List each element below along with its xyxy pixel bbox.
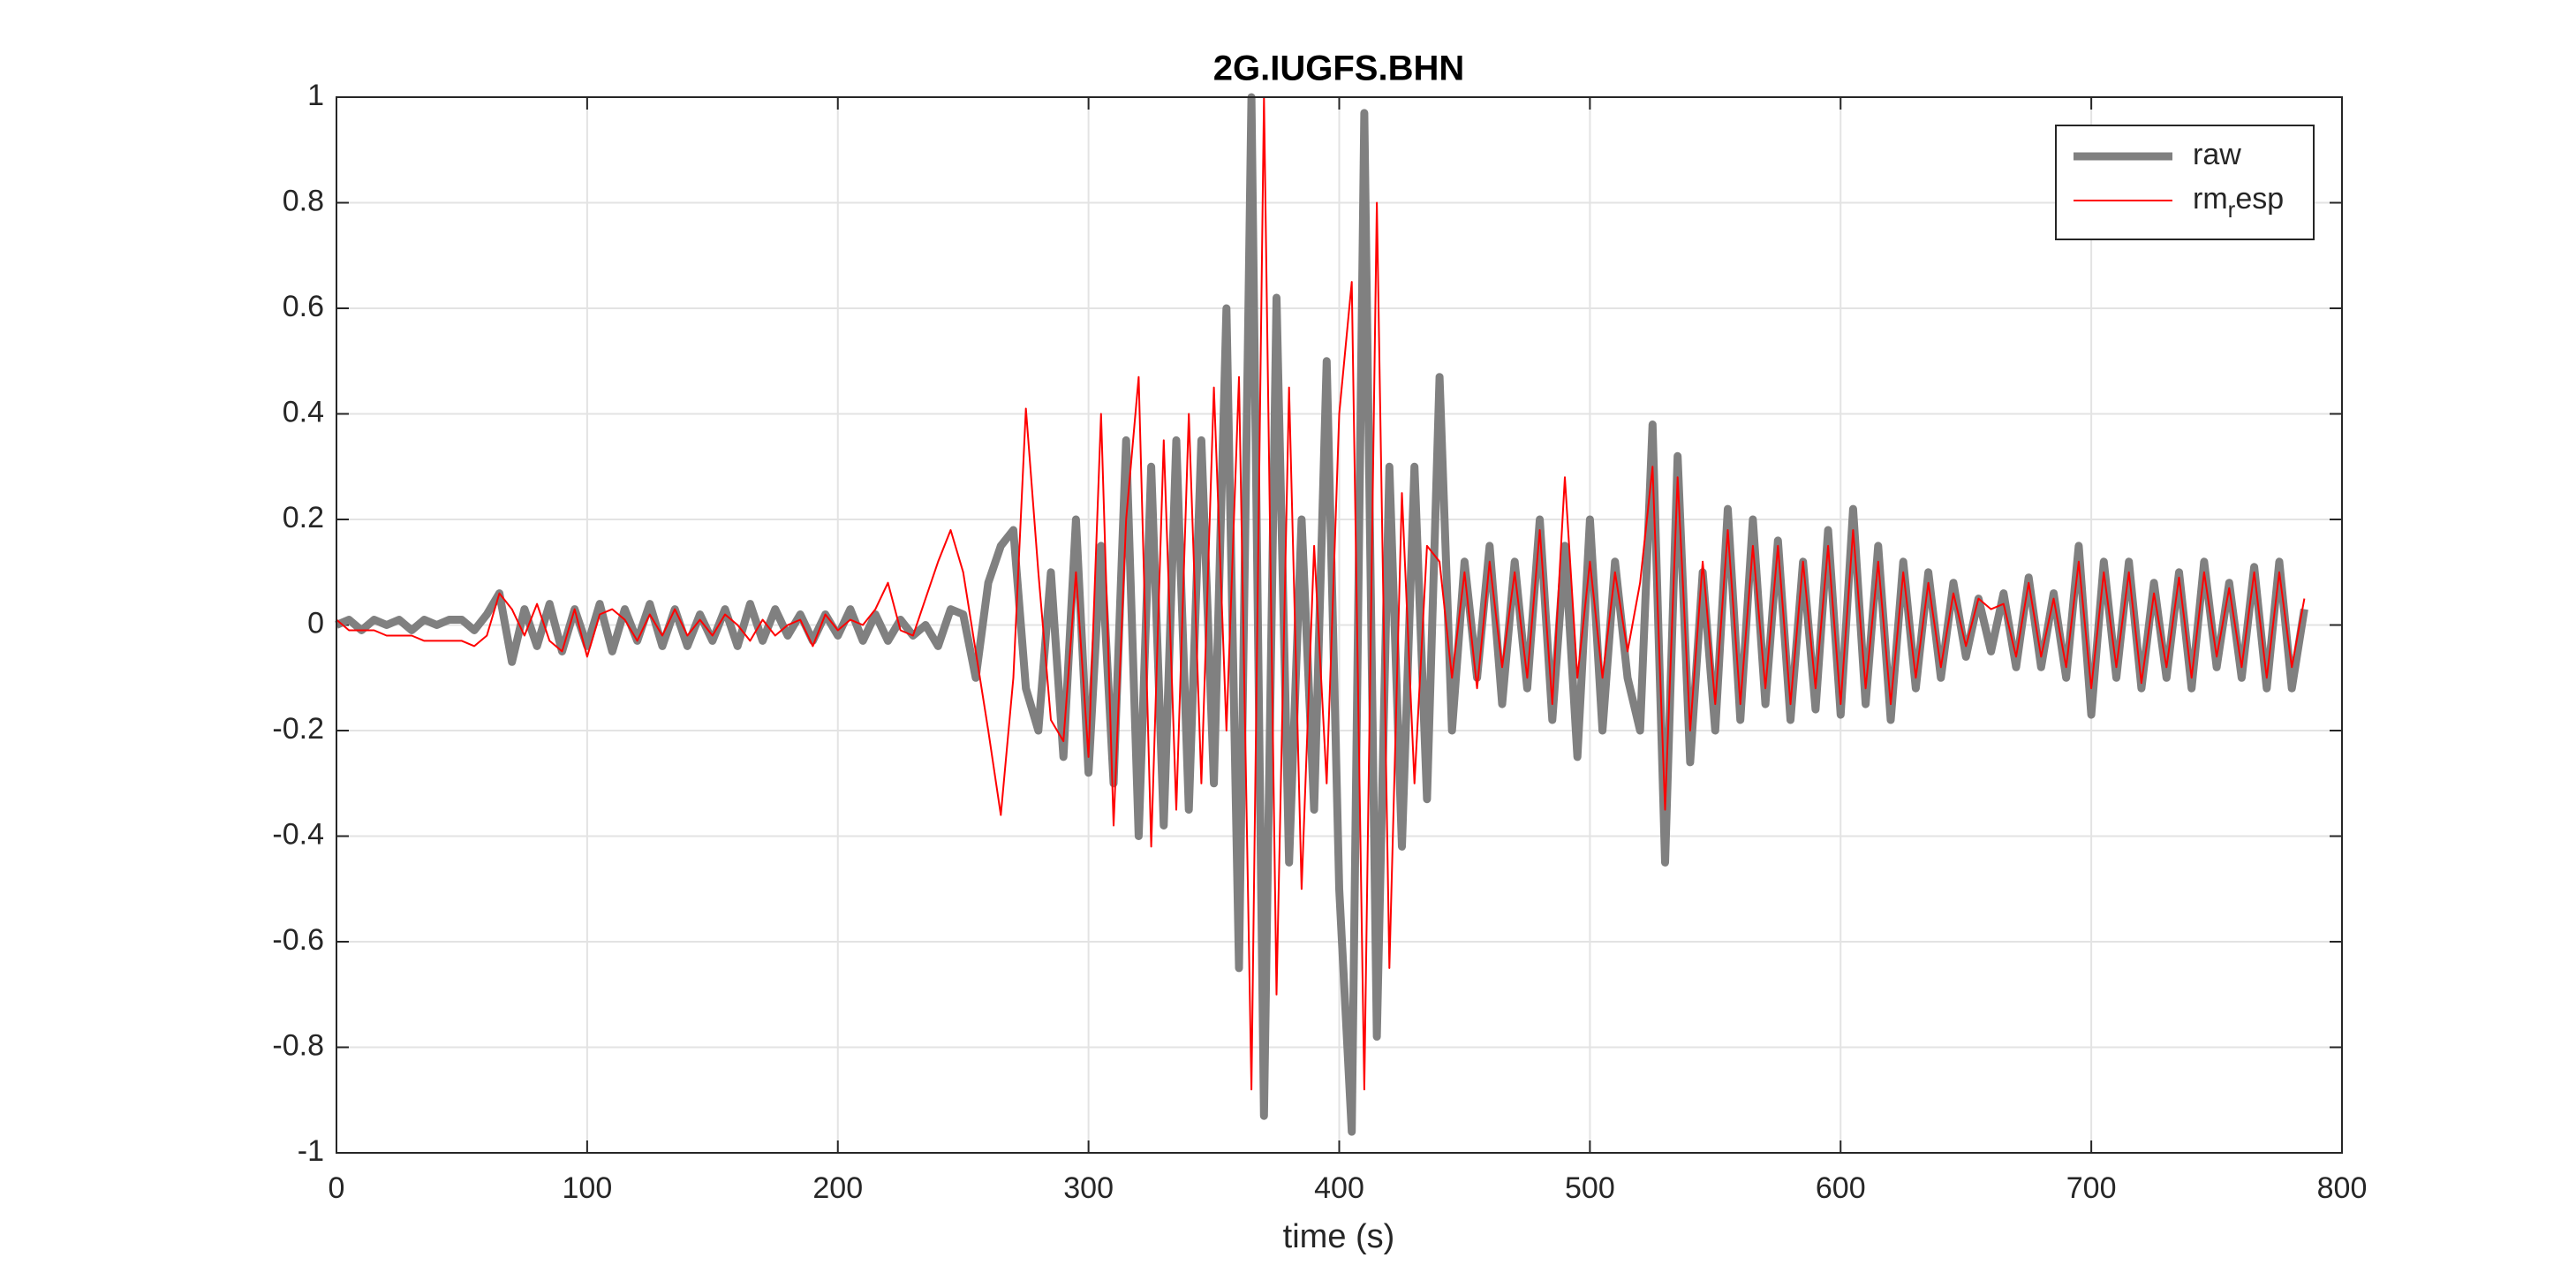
- legend-label: rmresp: [2193, 182, 2284, 223]
- x-tick-label: 300: [1063, 1171, 1114, 1205]
- x-tick-label: 500: [1565, 1171, 1615, 1205]
- y-tick-label: -1: [298, 1134, 324, 1168]
- series-line: [336, 96, 2306, 1091]
- x-axis-label: time (s): [1283, 1218, 1395, 1255]
- x-tick-label: 800: [2317, 1171, 2368, 1205]
- x-tick-label: 100: [563, 1171, 613, 1205]
- x-tick-label: 200: [812, 1171, 863, 1205]
- y-tick-label: 0.4: [283, 395, 324, 428]
- y-tick-label: -0.8: [272, 1028, 324, 1062]
- x-tick-label: 0: [329, 1171, 345, 1205]
- x-tick-label: 600: [1816, 1171, 1866, 1205]
- y-tick-label: 0.8: [283, 184, 324, 217]
- plot-frame: [336, 96, 2343, 1154]
- y-tick-label: 0: [307, 606, 324, 640]
- y-tick-label: 0.2: [283, 501, 324, 534]
- y-tick-label: 0.6: [283, 290, 324, 323]
- legend-label: raw: [2193, 138, 2241, 171]
- y-tick-label: -0.2: [272, 712, 324, 746]
- x-tick-label: 400: [1314, 1171, 1364, 1205]
- chart-title: 2G.IUGFS.BHN: [1213, 49, 1464, 88]
- legend-box: [2055, 125, 2315, 240]
- y-tick-label: -0.6: [272, 923, 324, 957]
- y-tick-label: -0.4: [272, 817, 324, 851]
- y-tick-label: 1: [307, 79, 324, 112]
- x-tick-label: 700: [2066, 1171, 2117, 1205]
